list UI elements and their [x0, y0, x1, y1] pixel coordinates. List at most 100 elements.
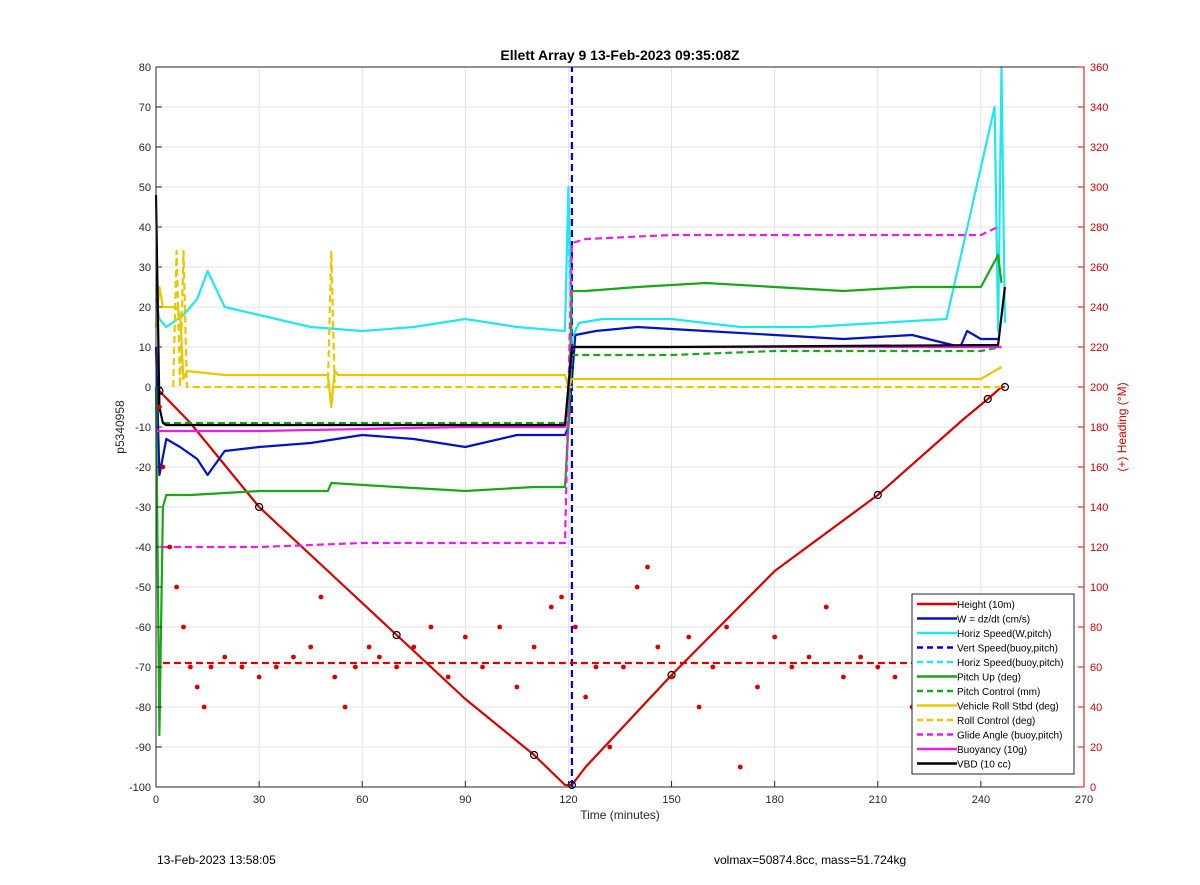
heading-point [174, 584, 180, 590]
y2-tick-label: 180 [1090, 422, 1108, 434]
heading-point [366, 644, 372, 650]
series-10-line [156, 345, 1002, 433]
heading-point [696, 704, 702, 710]
x-tick-label: 0 [153, 794, 159, 806]
x-tick-label: 120 [559, 794, 577, 806]
heading-point [724, 624, 729, 630]
x-tick-label: 60 [356, 794, 368, 806]
y2-tick-label: 240 [1090, 302, 1108, 314]
x-tick-label: 270 [1075, 794, 1093, 806]
heading-point [181, 624, 186, 630]
y-tick-label: -30 [135, 502, 151, 514]
height-marker [255, 502, 264, 512]
heading-point [352, 664, 358, 670]
heading-point [497, 624, 503, 630]
series-layer [154, 65, 1010, 790]
y-tick-label: -80 [135, 702, 151, 714]
series-5-line [154, 253, 1003, 737]
heading-point [559, 594, 564, 600]
legend-label: Height (10m) [957, 600, 1015, 611]
heading-point [208, 664, 214, 670]
legend-label: Horiz Speed(buoy,pitch) [957, 658, 1064, 669]
legend-label: Pitch Control (mm) [957, 687, 1040, 698]
y-tick-label: 70 [139, 102, 151, 114]
legend-label: W = dz/dt (cm/s) [957, 615, 1030, 626]
y2-tick-label: 280 [1090, 222, 1108, 234]
legend: Height (10m) W = dz/dt (cm/s) Horiz Speed(… [911, 593, 1075, 775]
y2-tick-label: 100 [1090, 582, 1108, 594]
heading-point [428, 624, 434, 630]
heading-point [789, 664, 795, 670]
heading-point [445, 674, 451, 680]
y2-tick-label: 80 [1090, 622, 1102, 634]
heading-point [875, 664, 881, 670]
y-tick-label: -40 [135, 542, 151, 554]
series-8-line [172, 249, 1002, 389]
chart-title: Ellett Array 9 13-Feb-2023 09:35:08Z [500, 47, 740, 63]
legend-label: Horiz Speed(W,pitch) [957, 629, 1051, 640]
footer-stats: volmax=50874.8cc, mass=51.724kg [714, 853, 907, 867]
y2-tick-label: 360 [1090, 62, 1108, 74]
y2-tick-label: 160 [1090, 462, 1108, 474]
legend-box [911, 593, 1075, 775]
y-tick-label: -90 [135, 742, 151, 754]
heading-point [462, 634, 468, 640]
y-tick-label: -70 [135, 662, 151, 674]
heading-point [201, 704, 207, 710]
x-tick-label: 30 [253, 794, 265, 806]
heading-point [858, 654, 863, 660]
heading-point [583, 694, 589, 700]
y-tick-label: 10 [139, 342, 151, 354]
y-tick-label: 20 [139, 302, 151, 314]
footer-timestamp: 13-Feb-2023 13:58:05 [157, 853, 276, 867]
heading-point [607, 744, 613, 750]
axes: 0 30 60 90 120 150 180 210 240 270-100-90-80-70-6… [129, 62, 1108, 806]
series-11-line [154, 194, 1006, 427]
heading-point [655, 644, 661, 650]
heading-point [377, 654, 382, 660]
y-tick-label: -100 [129, 782, 151, 794]
legend-label: Vert Speed(buoy,pitch) [957, 644, 1058, 655]
heading-point [892, 674, 898, 680]
series-6-line [162, 345, 1002, 425]
y2-tick-label: 220 [1090, 342, 1108, 354]
heading-point [411, 644, 417, 650]
legend-label: Glide Angle (buoy,pitch) [957, 731, 1062, 742]
heading-point [157, 404, 162, 410]
heading-point [256, 674, 262, 680]
y-axis-label: p5340958 [113, 400, 127, 454]
y-tick-label: -20 [135, 462, 151, 474]
y2-tick-label: 140 [1090, 502, 1108, 514]
y2-tick-label: 260 [1090, 262, 1108, 274]
y2-tick-label: 300 [1090, 182, 1108, 194]
x-tick-label: 240 [972, 794, 990, 806]
x-tick-label: 180 [765, 794, 783, 806]
legend-label: Vehicle Roll Stbd (deg) [957, 702, 1059, 713]
y-tick-label: -50 [135, 582, 151, 594]
heading-point [645, 564, 650, 570]
heading-point [669, 674, 674, 680]
heading-point [342, 704, 348, 710]
series-2-line [154, 65, 1006, 341]
y2-tick-label: 320 [1090, 142, 1108, 154]
y-tick-label: 80 [139, 62, 151, 74]
height-marker [392, 630, 401, 640]
legend-label: VBD (10 cc) [957, 760, 1011, 771]
y2-axis-label: (+) Heading (°M) [1115, 382, 1129, 471]
heading-point [514, 684, 520, 690]
y2-tick-label: 200 [1090, 382, 1108, 394]
heading-point [531, 644, 537, 650]
x-axis-label: Time (minutes) [580, 808, 660, 822]
x-tick-label: 90 [459, 794, 471, 806]
heading-point [239, 664, 245, 670]
heading-point [572, 624, 578, 630]
y-tick-label: -60 [135, 622, 151, 634]
legend-label: Roll Control (deg) [957, 716, 1035, 727]
heading-point [548, 604, 554, 610]
y-tick-label: 60 [139, 142, 151, 154]
heading-point [737, 764, 743, 770]
legend-label: Pitch Up (deg) [957, 673, 1021, 684]
legend-label: Buoyancy (10g) [957, 745, 1027, 756]
y2-tick-label: 340 [1090, 102, 1108, 114]
